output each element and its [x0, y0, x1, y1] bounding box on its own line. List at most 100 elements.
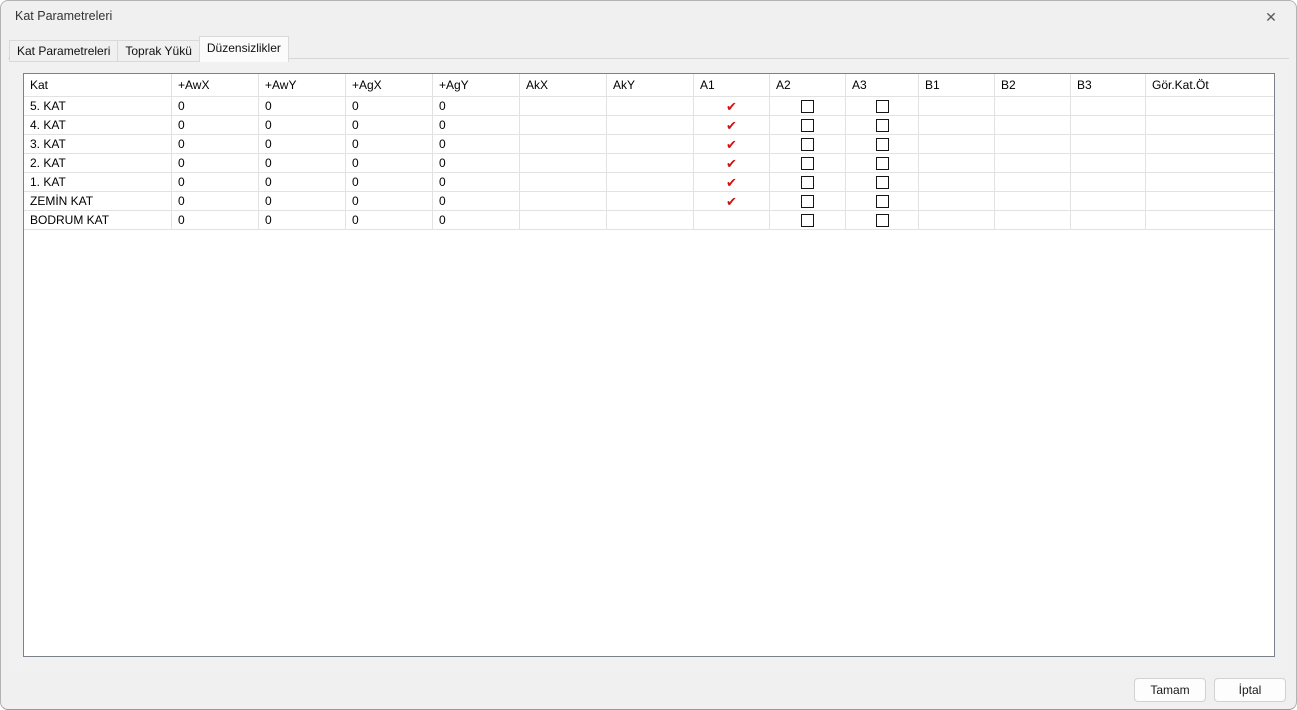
cell-b2[interactable] [995, 211, 1071, 229]
cell-a3-checkbox[interactable] [846, 97, 919, 115]
checkbox-icon[interactable] [875, 213, 889, 227]
cell-gor[interactable] [1146, 135, 1274, 153]
cell-agx[interactable]: 0 [346, 135, 433, 153]
cell-gor[interactable] [1146, 154, 1274, 172]
cell-kat[interactable]: 4. KAT [24, 116, 172, 134]
cell-b1[interactable] [919, 97, 995, 115]
checkbox-icon[interactable] [875, 156, 889, 170]
cell-awx[interactable]: 0 [172, 211, 259, 229]
checkbox-icon[interactable] [801, 194, 814, 208]
tab-duzensizlikler[interactable]: Düzensizlikler [198, 36, 289, 62]
cell-b1[interactable] [919, 116, 995, 134]
cell-b1[interactable] [919, 154, 995, 172]
cell-awy[interactable]: 0 [259, 135, 346, 153]
cell-a3-checkbox[interactable] [846, 135, 919, 153]
cell-b2[interactable] [995, 192, 1071, 210]
cell-awx[interactable]: 0 [172, 173, 259, 191]
cell-kat[interactable]: ZEMİN KAT [24, 192, 172, 210]
cell-gor[interactable] [1146, 116, 1274, 134]
checkbox-icon[interactable] [801, 156, 814, 170]
cell-kat[interactable]: 5. KAT [24, 97, 172, 115]
cell-agx[interactable]: 0 [346, 211, 433, 229]
cell-agy[interactable]: 0 [433, 173, 520, 191]
tab-toprak-yuku[interactable]: Toprak Yükü [117, 40, 200, 62]
cell-b1[interactable] [919, 173, 995, 191]
cell-agx[interactable]: 0 [346, 173, 433, 191]
cell-awx[interactable]: 0 [172, 154, 259, 172]
cell-akx[interactable] [520, 116, 607, 134]
cell-b2[interactable] [995, 97, 1071, 115]
cell-agy[interactable]: 0 [433, 192, 520, 210]
cell-a3-checkbox[interactable] [846, 211, 919, 229]
cell-a2-checkbox[interactable] [770, 154, 846, 172]
cell-aky[interactable] [607, 154, 694, 172]
cell-agx[interactable]: 0 [346, 154, 433, 172]
cell-akx[interactable] [520, 97, 607, 115]
cell-kat[interactable]: 3. KAT [24, 135, 172, 153]
cell-aky[interactable] [607, 97, 694, 115]
cell-b3[interactable] [1071, 135, 1146, 153]
cell-b3[interactable] [1071, 97, 1146, 115]
cell-agx[interactable]: 0 [346, 192, 433, 210]
checkbox-icon[interactable] [801, 99, 814, 113]
cell-gor[interactable] [1146, 192, 1274, 210]
checkbox-icon[interactable] [801, 175, 814, 189]
checkbox-icon[interactable] [801, 137, 814, 151]
cell-agx[interactable]: 0 [346, 116, 433, 134]
cell-awy[interactable]: 0 [259, 97, 346, 115]
cell-awy[interactable]: 0 [259, 154, 346, 172]
tamam-button[interactable]: Tamam [1134, 678, 1206, 702]
cell-agy[interactable]: 0 [433, 135, 520, 153]
cell-b3[interactable] [1071, 173, 1146, 191]
cell-a1-flag[interactable]: ✔ [694, 97, 770, 115]
cell-a2-checkbox[interactable] [770, 173, 846, 191]
cell-kat[interactable]: 1. KAT [24, 173, 172, 191]
cell-a1-flag[interactable]: ✔ [694, 135, 770, 153]
checkbox-icon[interactable] [875, 175, 889, 189]
cell-b2[interactable] [995, 173, 1071, 191]
cell-a3-checkbox[interactable] [846, 173, 919, 191]
cell-a1-flag[interactable] [694, 211, 770, 229]
cell-akx[interactable] [520, 173, 607, 191]
cell-a1-flag[interactable]: ✔ [694, 192, 770, 210]
cell-gor[interactable] [1146, 211, 1274, 229]
cell-awy[interactable]: 0 [259, 173, 346, 191]
cell-awx[interactable]: 0 [172, 192, 259, 210]
close-button[interactable]: ✕ [1254, 4, 1288, 30]
cell-b3[interactable] [1071, 192, 1146, 210]
cell-awy[interactable]: 0 [259, 192, 346, 210]
title-bar[interactable]: Kat Parametreleri ✕ [1, 1, 1296, 31]
cell-awx[interactable]: 0 [172, 135, 259, 153]
cell-awx[interactable]: 0 [172, 116, 259, 134]
cell-b3[interactable] [1071, 211, 1146, 229]
cell-awy[interactable]: 0 [259, 211, 346, 229]
checkbox-icon[interactable] [875, 194, 889, 208]
cell-agy[interactable]: 0 [433, 154, 520, 172]
cell-b3[interactable] [1071, 116, 1146, 134]
cell-a3-checkbox[interactable] [846, 116, 919, 134]
cell-akx[interactable] [520, 192, 607, 210]
cell-a3-checkbox[interactable] [846, 154, 919, 172]
tab-kat-parametreleri[interactable]: Kat Parametreleri [9, 40, 119, 62]
cell-kat[interactable]: 2. KAT [24, 154, 172, 172]
cell-b2[interactable] [995, 116, 1071, 134]
checkbox-icon[interactable] [875, 137, 889, 151]
cell-b2[interactable] [995, 154, 1071, 172]
cell-akx[interactable] [520, 154, 607, 172]
cell-gor[interactable] [1146, 173, 1274, 191]
cell-aky[interactable] [607, 135, 694, 153]
iptal-button[interactable]: İptal [1214, 678, 1286, 702]
cell-a2-checkbox[interactable] [770, 135, 846, 153]
cell-agx[interactable]: 0 [346, 97, 433, 115]
cell-a1-flag[interactable]: ✔ [694, 154, 770, 172]
cell-aky[interactable] [607, 173, 694, 191]
cell-awy[interactable]: 0 [259, 116, 346, 134]
checkbox-icon[interactable] [875, 99, 889, 113]
cell-agy[interactable]: 0 [433, 97, 520, 115]
cell-aky[interactable] [607, 192, 694, 210]
cell-a2-checkbox[interactable] [770, 192, 846, 210]
checkbox-icon[interactable] [801, 118, 814, 132]
cell-akx[interactable] [520, 211, 607, 229]
checkbox-icon[interactable] [801, 213, 814, 227]
cell-kat[interactable]: BODRUM KAT [24, 211, 172, 229]
